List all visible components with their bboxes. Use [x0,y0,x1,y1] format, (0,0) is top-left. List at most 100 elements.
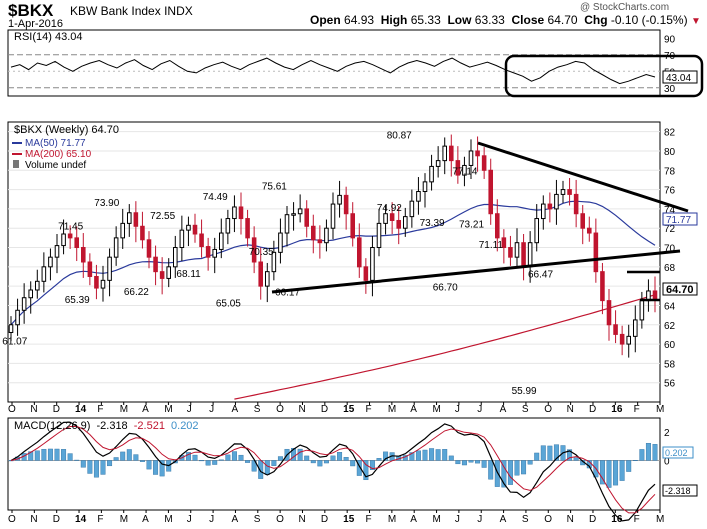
chart-date: 1-Apr-2016 [8,18,64,30]
x-axis-label: O [8,514,16,525]
price-annotation: 75.61 [262,181,287,192]
macd-histogram-bar [501,460,507,488]
macd-histogram-bar [461,460,467,466]
x-axis-label: J [209,514,214,525]
chg-label: Chg [584,13,608,27]
x-axis-label: J [187,404,192,415]
candle-body [324,227,329,244]
price-annotation: 66.22 [124,287,149,298]
support-trendline [271,249,681,294]
candle-body [632,319,638,337]
index-name: KBW Bank Index INDX [70,4,193,18]
macd-histogram-bar [192,454,198,461]
macd-histogram-bar [100,460,106,475]
x-axis-label: M [120,404,128,415]
quote-bar: Open 64.93 High 65.33 Low 63.33 Close 64… [310,13,701,27]
candle-body [310,225,316,241]
macd-histogram-bar [231,451,237,461]
price-tick-label: 68 [664,263,676,274]
candle-body [61,233,66,247]
candle-body [409,200,415,218]
candle-body [304,208,310,227]
x-axis-label: D [53,404,60,415]
macd-histogram-bar [599,460,605,485]
close-value-tag [662,282,698,296]
price-annotation: 73.21 [459,220,484,231]
candle-body [396,219,402,229]
candle-body [580,213,586,229]
candle-body [238,206,244,220]
x-axis-label: F [97,514,103,525]
candle-body [245,218,250,239]
macd-tick-label: 0 [664,456,670,467]
macd-histogram-bar [547,445,553,461]
macd-histogram-bar [146,460,152,470]
ma50-value-tag [662,212,698,226]
macd-histogram-bar [297,448,303,461]
macd-histogram-bar [488,460,494,480]
macd-histogram-bar [61,449,67,461]
candle-body [179,229,185,249]
macd-histogram-bar [507,460,513,485]
price-annotation: 66.17 [275,287,300,298]
macd-histogram-bar [185,452,191,461]
macd-histogram-bar [422,449,428,461]
price-annotation: 66.47 [528,270,553,281]
close-label: Close [511,13,545,27]
x-axis-label: M [656,404,664,415]
x-axis-label: F [634,404,640,415]
candle-body [218,232,224,250]
candle-body [567,189,572,195]
candle-body [475,150,480,157]
candle-body [186,224,191,231]
macd-histogram-bar [429,448,435,461]
ma50-value-tag-text: 71.77 [666,215,691,226]
candle-body [297,208,303,215]
candle-body [41,266,47,282]
price-tick-label: 62 [664,321,676,332]
candle-body [429,165,434,183]
x-axis-label: S [254,404,261,415]
candle-body [560,189,566,195]
candle-body [284,214,290,234]
macd-histogram-bar [80,460,86,468]
macd-histogram-bar [107,460,113,467]
candle-body [356,237,362,268]
price-annotation: 80.87 [387,131,412,142]
price-annotation: 73.39 [420,218,445,229]
macd-histogram-bar [264,460,270,475]
price-annotation: 74.92 [377,203,402,214]
main-panel-frame [7,121,661,403]
macd-histogram-bar [120,451,126,461]
candle-body [205,246,211,258]
macd-histogram-bar [435,449,441,461]
hist-value-tag-text: 0.202 [665,448,688,458]
candle-body [199,233,204,248]
macd-tick-label: 2 [664,428,670,439]
x-axis-label: N [567,514,574,525]
rsi-panel-frame [7,29,661,97]
x-axis-label: F [634,514,640,525]
x-axis-label: O [544,514,552,525]
price-tick-label: 82 [664,128,676,139]
candle-body [159,271,165,279]
candle-body [48,256,53,268]
x-axis-label: O [276,404,284,415]
macd-histogram-bar [356,460,362,476]
candle-body [573,193,579,215]
macd-histogram-bar [153,460,159,475]
candle-body [488,169,494,215]
ticker-symbol: $BKX [8,1,54,20]
candle-body [455,160,461,176]
price-annotation: 71.45 [58,222,83,233]
macd-legend-signal: -2.521 [134,420,165,432]
candle-body [330,203,336,229]
macd-histogram-bar [369,460,375,471]
candle-body [166,266,172,279]
price-annotation: 65.39 [65,295,90,306]
candle-body [258,261,264,287]
price-tick-label: 64 [664,301,676,312]
price-annotation: 61.07 [2,337,27,348]
x-axis-label: N [298,404,305,415]
grid-lines [8,131,660,384]
